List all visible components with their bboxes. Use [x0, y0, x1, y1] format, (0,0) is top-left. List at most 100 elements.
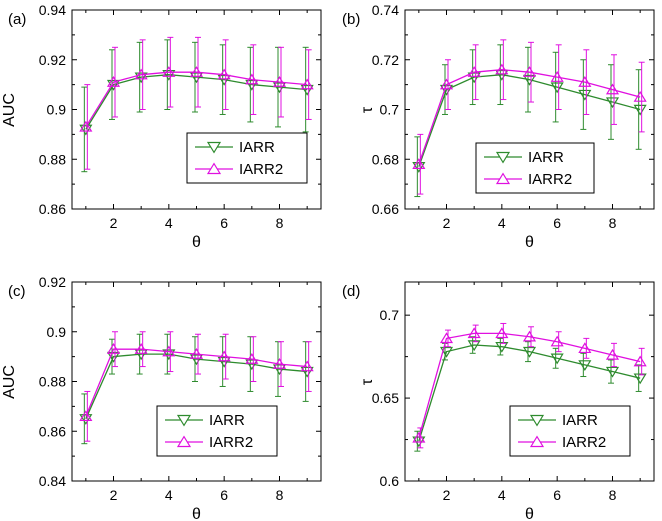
y-tick-label: 0.86	[39, 201, 66, 217]
series-line	[85, 71, 308, 128]
data-point	[300, 84, 314, 96]
x-axis-label: θ	[525, 506, 534, 521]
y-tick-label: 0.9	[47, 324, 67, 340]
panel-label: (d)	[342, 283, 360, 300]
data-point	[217, 68, 231, 80]
data-point	[578, 360, 592, 372]
data-point	[106, 79, 121, 91]
data-point	[300, 366, 314, 378]
x-tick-label: 6	[220, 487, 228, 503]
data-point	[300, 360, 314, 372]
legend-marker-icon	[495, 151, 511, 164]
data-point	[162, 345, 176, 357]
series-line	[85, 353, 308, 420]
legend-marker-icon	[529, 435, 545, 448]
x-tick-label: 4	[165, 487, 173, 503]
data-point	[467, 72, 481, 84]
data-point	[605, 83, 620, 95]
legend-marker-icon	[206, 141, 222, 154]
data-point	[189, 348, 204, 359]
y-tick-label: 0.65	[372, 390, 399, 406]
y-tick-label: 0.94	[39, 2, 66, 18]
data-point	[605, 97, 620, 109]
y-tick-label: 0.74	[372, 2, 399, 18]
y-tick-label: 0.66	[372, 201, 399, 217]
y-tick-label: 0.6	[380, 473, 400, 489]
series-line	[418, 69, 641, 165]
x-axis-label: θ	[192, 506, 201, 521]
data-point	[79, 120, 93, 132]
data-point	[550, 335, 564, 347]
data-point	[217, 350, 231, 362]
legend-box	[509, 405, 631, 457]
data-point	[245, 353, 259, 364]
series-iarr2	[79, 331, 314, 442]
data-point	[467, 66, 481, 77]
x-tick-label: 8	[276, 215, 284, 231]
series-iarr2	[79, 36, 314, 170]
legend-marker-icon	[176, 435, 192, 448]
series-iarr2	[412, 39, 647, 195]
legend-box	[475, 142, 595, 194]
legend-marker-icon	[176, 414, 192, 427]
data-point	[467, 327, 481, 339]
series-line	[418, 344, 641, 442]
data-point	[495, 327, 509, 339]
data-point	[245, 73, 259, 85]
data-point	[522, 74, 537, 86]
data-point	[578, 342, 592, 354]
legend-label: IARR	[528, 149, 564, 166]
data-point	[162, 66, 176, 77]
legend-label: IARR	[239, 139, 275, 156]
x-tick-label: 4	[498, 215, 506, 231]
data-point	[245, 359, 259, 371]
x-tick-label: 2	[110, 215, 118, 231]
y-axis-label: τ	[359, 378, 376, 385]
panel-label: (a)	[8, 11, 26, 28]
x-tick-label: 2	[110, 487, 118, 503]
y-tick-label: 0.88	[39, 374, 66, 390]
x-tick-label: 6	[220, 215, 228, 231]
data-point	[633, 104, 647, 116]
series-line	[85, 348, 308, 417]
data-point	[495, 63, 509, 75]
data-point	[522, 66, 537, 77]
data-point	[578, 76, 592, 87]
x-tick-label: 8	[609, 487, 617, 503]
y-tick-label: 0.7	[380, 102, 400, 118]
data-point	[439, 346, 454, 358]
data-point	[633, 355, 647, 367]
x-tick-label: 8	[276, 487, 284, 503]
x-tick-label: 6	[553, 487, 561, 503]
data-point	[495, 341, 509, 353]
data-point	[439, 332, 454, 344]
data-point	[633, 373, 647, 385]
legend-marker-icon	[529, 414, 545, 427]
x-axis-label: θ	[192, 234, 201, 251]
data-point	[550, 82, 564, 94]
y-tick-label: 0.72	[372, 52, 399, 68]
legend-label: IARR2	[209, 434, 253, 451]
legend-marker-icon	[206, 162, 222, 175]
panel-label: (c)	[8, 283, 26, 300]
data-point	[217, 74, 231, 86]
legend-label: IARR2	[528, 171, 572, 188]
legend: IARR IARR2	[186, 132, 308, 184]
data-point	[272, 76, 287, 87]
data-point	[272, 82, 287, 94]
legend-box	[186, 132, 308, 184]
x-tick-label: 4	[498, 487, 506, 503]
chart-panel-a: 0.86 0.88 0.9 0.92 0.94 2 4 6 8 θ AUC (a) IARR IARR2	[1, 2, 322, 251]
data-point	[522, 346, 537, 358]
legend: IARR IARR2	[156, 405, 278, 457]
data-point	[134, 68, 148, 80]
data-point	[106, 76, 121, 87]
data-point	[550, 353, 564, 365]
y-axis-label: AUC	[1, 365, 18, 399]
data-point	[162, 349, 176, 361]
panel-label: (b)	[342, 11, 360, 28]
data-point	[633, 90, 647, 102]
data-point	[272, 357, 287, 369]
series-iarr	[412, 44, 647, 198]
